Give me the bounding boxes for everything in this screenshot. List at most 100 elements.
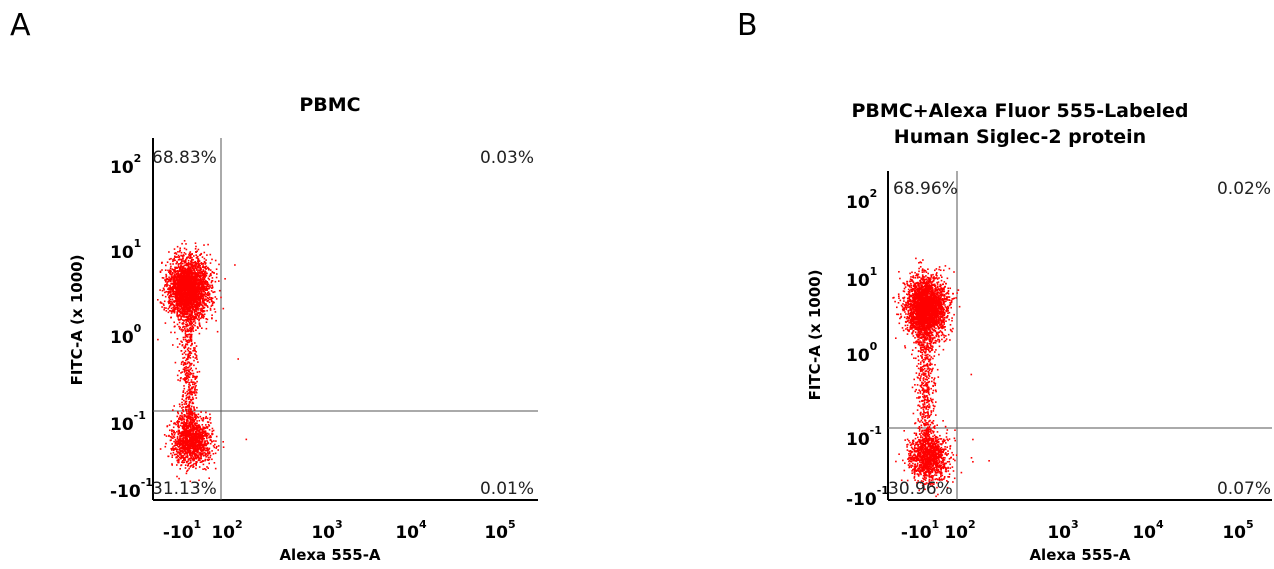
data-point [181,300,183,302]
data-point [189,282,192,284]
data-point [195,432,197,435]
data-point [177,379,179,381]
data-point [190,452,193,454]
data-point [927,323,930,326]
data-point [180,265,182,267]
data-point [185,323,187,326]
data-point [180,302,183,305]
data-point [170,293,172,296]
data-point [191,391,194,394]
data-point [170,312,173,314]
data-point [189,318,192,320]
data-point [188,341,191,343]
data-point [192,391,195,394]
data-point [199,433,201,435]
data-point [185,283,187,285]
data-point [198,318,201,320]
data-point [191,414,194,416]
data-point [200,447,202,450]
data-point [184,401,187,404]
data-point [200,283,202,285]
data-point [208,278,211,281]
data-point [183,319,185,322]
data-point [166,281,169,283]
data-point [191,445,194,448]
data-point [180,299,182,301]
data-point [176,311,179,314]
data-point [183,291,186,294]
data-point [189,333,191,336]
data-point [184,279,187,282]
data-point [182,313,184,315]
data-point [193,279,196,281]
data-point [201,305,204,307]
data-point [186,280,189,283]
data-point [192,282,195,285]
data-point [180,457,183,459]
data-point [208,458,211,461]
data-point [176,346,179,348]
data-point [207,423,210,426]
data-point [209,253,212,256]
data-point [199,415,202,418]
data-point [211,427,214,430]
data-point [191,439,194,441]
data-point [182,278,184,281]
data-point [187,441,189,443]
data-point [195,262,197,264]
data-point [195,265,198,267]
data-point [180,415,183,417]
data-point [188,291,191,294]
data-point [179,441,181,444]
data-point [189,269,192,272]
data-point [178,321,181,324]
data-point [205,432,207,435]
data-point [187,264,189,266]
data-point [182,281,184,284]
data-point [174,282,176,284]
data-point [190,344,192,347]
data-point [189,266,192,269]
data-point [190,265,193,267]
data-point [190,317,193,320]
data-point [190,295,193,298]
data-point [176,289,179,292]
data-point [164,291,166,294]
data-point [191,325,193,327]
data-point [186,369,188,371]
data-point [187,375,190,378]
data-point [189,432,191,435]
data-point [173,257,175,260]
data-point [187,318,190,320]
data-point [186,274,188,276]
data-point [184,308,186,311]
data-point [183,316,186,318]
data-point [182,436,185,439]
data-point [195,329,197,331]
data-point [186,448,189,450]
data-point [211,280,214,282]
data-point [182,338,185,341]
data-point [189,424,191,426]
data-point [935,268,938,270]
data-point [178,420,181,423]
data-point [185,292,188,295]
data-point [200,262,203,264]
data-point [192,328,194,330]
data-point [189,274,191,276]
data-point [200,441,203,443]
data-point [179,295,182,298]
data-point [178,250,181,253]
data-point [195,273,198,275]
data-point [177,280,180,282]
data-point [189,352,192,354]
data-point [194,423,196,425]
data-point [941,338,943,341]
data-point [178,477,180,480]
data-point [184,336,186,339]
data-point [192,282,195,284]
data-point [191,288,194,290]
data-point [183,273,186,276]
data-point [170,276,173,278]
data-point [206,309,208,312]
